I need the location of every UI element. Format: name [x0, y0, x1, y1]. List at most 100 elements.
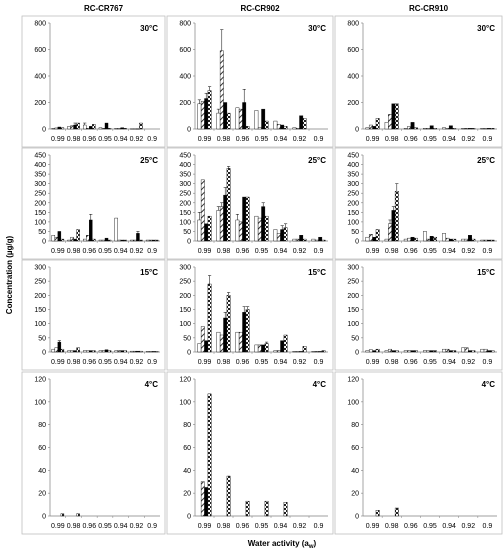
x-tick-label: 0.94 [114, 523, 128, 530]
y-tick-label: 60 [183, 445, 191, 452]
bar [154, 239, 159, 242]
x-tick-label: 0.92 [461, 248, 475, 255]
y-tick-label: 600 [34, 47, 46, 54]
bar [299, 115, 304, 130]
x-tick-label: 0.99 [51, 248, 65, 255]
bar [257, 344, 262, 353]
bar [321, 239, 326, 242]
x-tick-label: 0.95 [255, 248, 269, 255]
bar [464, 128, 469, 130]
y-tick-label: 600 [347, 47, 359, 54]
bar [394, 191, 399, 242]
y-tick-label: 50 [351, 229, 359, 236]
bar [442, 348, 446, 353]
bar [226, 475, 231, 517]
bar [136, 128, 140, 130]
x-tick-label: 0.95 [255, 359, 269, 366]
bar [200, 100, 205, 130]
x-tick-label: 0.94 [274, 523, 288, 530]
x-tick-label: 0.95 [98, 248, 112, 255]
x-axis-label-end: ) [314, 539, 317, 548]
panel-frame [166, 371, 334, 535]
bar [295, 238, 300, 242]
x-tick-label: 0.98 [385, 523, 399, 530]
x-tick-label: 0.92 [293, 359, 307, 366]
bar [433, 128, 437, 130]
x-tick-label: 0.9 [314, 248, 324, 255]
bar [480, 348, 485, 353]
bar [264, 343, 269, 353]
y-tick-label: 150 [179, 307, 191, 314]
bar [372, 236, 377, 242]
bar [302, 118, 307, 130]
y-tick-label: 300 [34, 265, 46, 272]
bar [261, 344, 266, 353]
bar [423, 128, 427, 130]
panel-frame [334, 147, 503, 260]
bar [426, 128, 431, 130]
bar [204, 340, 209, 353]
bar [471, 350, 476, 353]
y-tick-label: 0 [42, 514, 46, 521]
bar [368, 234, 373, 242]
bar [423, 231, 427, 242]
bar [76, 229, 80, 242]
y-tick-label: 40 [183, 468, 191, 475]
bar [60, 513, 65, 517]
bar [375, 348, 380, 353]
bar [280, 229, 285, 242]
bar [60, 238, 65, 242]
x-tick-label: 0.99 [366, 523, 380, 530]
panel-frame [166, 147, 334, 260]
bar [394, 103, 399, 130]
y-tick-label: 800 [34, 21, 46, 28]
y-tick-label: 200 [34, 200, 46, 207]
panel-rc-cr902-3: 0 20 40 60 80 100 120 4°C 0.99 0.98 0.96 0.95 0.94 0.… [166, 371, 334, 535]
bar [219, 334, 224, 353]
y-tick-label: 250 [347, 279, 359, 286]
bar [445, 237, 450, 242]
x-tick-label: 0.95 [98, 136, 112, 143]
y-tick-label: 0 [187, 514, 191, 521]
bar [283, 227, 288, 242]
y-tick-label: 150 [34, 307, 46, 314]
x-tick-label: 0.92 [461, 136, 475, 143]
x-tick-label: 0.98 [385, 248, 399, 255]
temperature-label: 25°C [140, 156, 158, 165]
y-tick-label: 800 [347, 21, 359, 28]
bar [223, 194, 228, 242]
bar [245, 126, 250, 130]
bar [104, 122, 109, 130]
x-tick-label: 0.95 [423, 136, 437, 143]
bar [89, 350, 93, 353]
y-tick-label: 120 [179, 377, 191, 384]
x-tick-label: 0.96 [82, 248, 96, 255]
y-tick-label: 350 [179, 172, 191, 179]
bar [89, 219, 93, 242]
y-tick-label: 150 [347, 210, 359, 217]
bar [264, 215, 269, 242]
bar [57, 341, 62, 353]
bar [257, 127, 262, 130]
bar [490, 239, 495, 242]
bar [261, 108, 266, 130]
x-tick-label: 0.9 [147, 136, 157, 143]
y-tick-label: 150 [34, 210, 46, 217]
bar [51, 348, 56, 353]
bar [136, 350, 140, 353]
bar [273, 350, 278, 353]
bar [223, 102, 228, 130]
bar [89, 126, 93, 130]
bar [70, 236, 74, 242]
x-tick-label: 0.99 [51, 359, 65, 366]
bar [123, 128, 127, 130]
bar [120, 239, 124, 242]
y-tick-label: 80 [183, 422, 191, 429]
bar [139, 350, 143, 353]
bar [60, 348, 65, 353]
bar [375, 229, 380, 242]
bar [394, 350, 399, 353]
